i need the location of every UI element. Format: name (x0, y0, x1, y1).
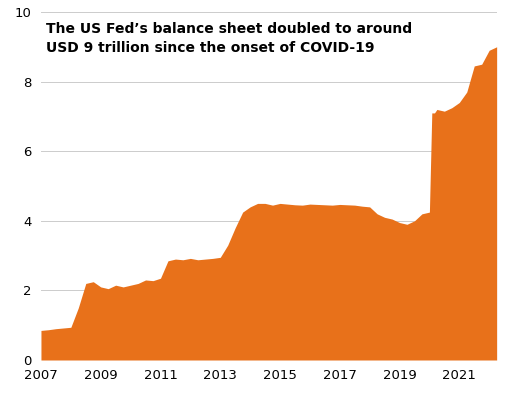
Text: The US Fed’s balance sheet doubled to around
USD 9 trillion since the onset of C: The US Fed’s balance sheet doubled to ar… (46, 22, 412, 55)
